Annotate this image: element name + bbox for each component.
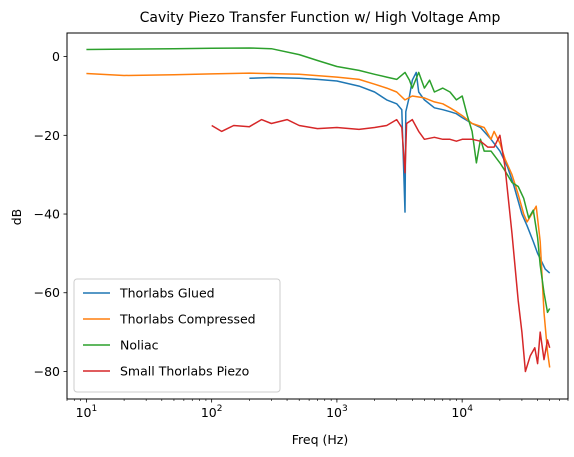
x-tick-label: 103 xyxy=(326,404,348,420)
x-axis-label: Freq (Hz) xyxy=(292,432,348,447)
legend-label: Thorlabs Glued xyxy=(119,286,215,301)
chart-title: Cavity Piezo Transfer Function w/ High V… xyxy=(140,10,501,26)
legend-box xyxy=(73,278,281,393)
y-tick-label: −40 xyxy=(34,207,60,222)
x-tick-label: 101 xyxy=(76,404,98,420)
x-tick-label: 102 xyxy=(201,404,223,420)
series-line-2 xyxy=(86,72,551,368)
legend-label: Noliac xyxy=(120,338,159,353)
y-tick-label: −80 xyxy=(34,364,60,379)
y-tick-label: −60 xyxy=(34,285,60,300)
series-line-3 xyxy=(86,47,551,314)
legend-label: Thorlabs Compressed xyxy=(119,312,256,327)
series-line-1 xyxy=(249,71,551,274)
x-tick-label: 104 xyxy=(451,404,473,420)
y-axis-ticks: 0 −20 −40 −60 −80 xyxy=(34,49,67,379)
x-axis-ticks: 101 102 103 104 xyxy=(66,399,569,420)
y-tick-label: 0 xyxy=(52,49,60,64)
y-tick-label: −20 xyxy=(34,128,60,143)
series-line-4 xyxy=(211,118,551,373)
y-axis-label: dB xyxy=(9,209,24,226)
legend: Thorlabs Glued Thorlabs Compressed Noliac S… xyxy=(73,278,281,393)
series-layer xyxy=(86,47,551,373)
legend-label: Small Thorlabs Piezo xyxy=(120,364,249,379)
